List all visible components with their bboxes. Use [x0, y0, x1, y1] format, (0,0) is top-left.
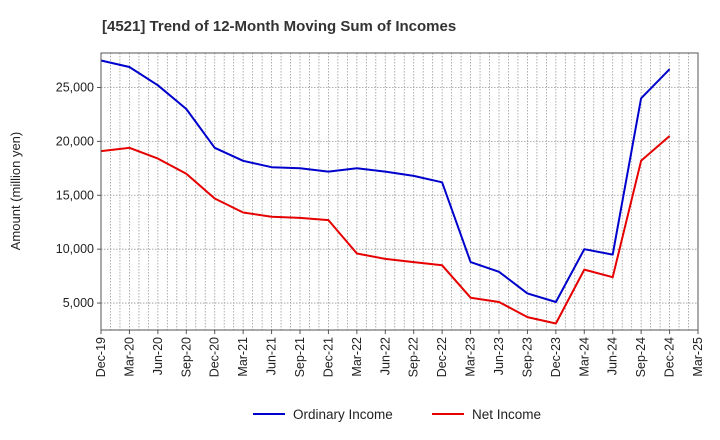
- x-tick-label: Jun-20: [151, 337, 165, 375]
- y-axis-ticks: 5,000 10,000 15,000 20,000 25,000: [56, 80, 101, 310]
- x-tick-label: Jun-24: [606, 337, 620, 375]
- plot-frame: [100, 52, 699, 331]
- x-tick-label: Dec-20: [208, 337, 222, 377]
- legend: Ordinary Income Net Income: [253, 407, 541, 422]
- x-tick-label: Dec-24: [663, 337, 677, 377]
- x-tick-label: Sep-21: [293, 337, 307, 377]
- x-tick-label: Mar-24: [577, 337, 591, 377]
- x-tick-label: Dec-23: [549, 337, 563, 377]
- series-line-net-income: [100, 135, 671, 325]
- x-tick-label: Sep-22: [407, 337, 421, 377]
- x-tick-label: Sep-24: [634, 337, 648, 377]
- x-tick-label: Mar-22: [350, 337, 364, 377]
- series-line-ordinary-income: [100, 59, 671, 303]
- x-tick-label: Jun-23: [492, 337, 506, 375]
- y-tick-label: 20,000: [56, 134, 94, 148]
- x-tick-label: Dec-22: [435, 337, 449, 377]
- y-axis-label: Amount (million yen): [8, 132, 23, 251]
- x-tick-label: Dec-19: [94, 337, 108, 377]
- legend-ordinary-income: Ordinary Income: [253, 407, 393, 422]
- y-tick-label: 15,000: [56, 188, 94, 202]
- legend-label: Net Income: [472, 407, 541, 422]
- chart-title: [4521] Trend of 12-Month Moving Sum of I…: [102, 18, 456, 35]
- x-tick-label: Dec-21: [321, 337, 335, 377]
- x-tick-label: Mar-23: [464, 337, 478, 377]
- x-tick-label: Mar-25: [691, 337, 705, 377]
- x-axis-ticks: Dec-19 Mar-20 Jun-20 Sep-20 Dec-20 Mar-21 Jun-…: [94, 330, 705, 377]
- y-tick-label: 5,000: [63, 296, 94, 310]
- y-tick-label: 10,000: [56, 242, 94, 256]
- x-tick-label: Jun-22: [378, 337, 392, 375]
- y-tick-label: 25,000: [56, 80, 94, 94]
- grid-lines: [100, 53, 699, 330]
- x-tick-label: Sep-23: [520, 337, 534, 377]
- series-layer: [100, 59, 671, 325]
- legend-label: Ordinary Income: [293, 407, 393, 422]
- x-tick-label: Jun-21: [265, 337, 279, 375]
- x-tick-label: Mar-20: [122, 337, 136, 377]
- legend-net-income: Net Income: [432, 407, 541, 422]
- x-tick-label: Sep-20: [179, 337, 193, 377]
- x-tick-label: Mar-21: [236, 337, 250, 377]
